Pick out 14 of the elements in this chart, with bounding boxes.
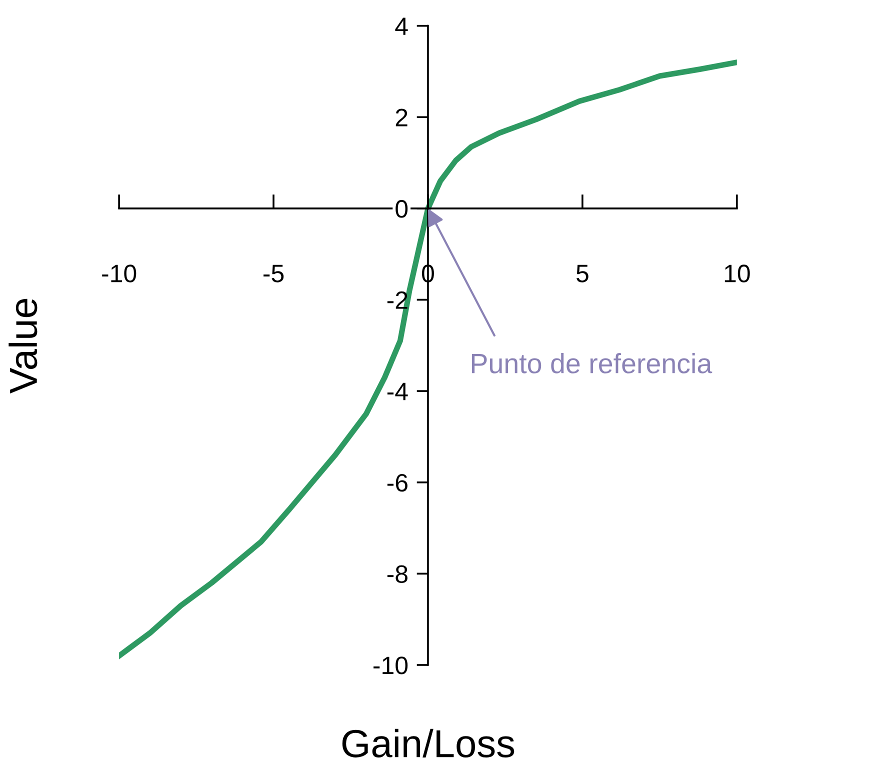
x-tick-label: 10 — [724, 264, 750, 282]
x-tick-label: -5 — [264, 264, 284, 282]
x-axis-title: Gain/Loss — [342, 728, 514, 758]
y-tick-label: -4 — [387, 382, 408, 400]
x-tick-label: -10 — [102, 264, 136, 282]
y-tick-label: 2 — [396, 108, 408, 126]
y-tick-label: 0 — [396, 200, 408, 218]
y-tick-label: 4 — [395, 18, 408, 35]
annotation: Punto de referencia — [472, 353, 712, 374]
y-tick-label: -8 — [387, 565, 408, 583]
y-axis-title: Value — [8, 298, 38, 394]
x-tick-label: 5 — [576, 264, 588, 282]
y-tick-label: -6 — [387, 474, 408, 492]
y-tick-label: -10 — [374, 656, 408, 674]
